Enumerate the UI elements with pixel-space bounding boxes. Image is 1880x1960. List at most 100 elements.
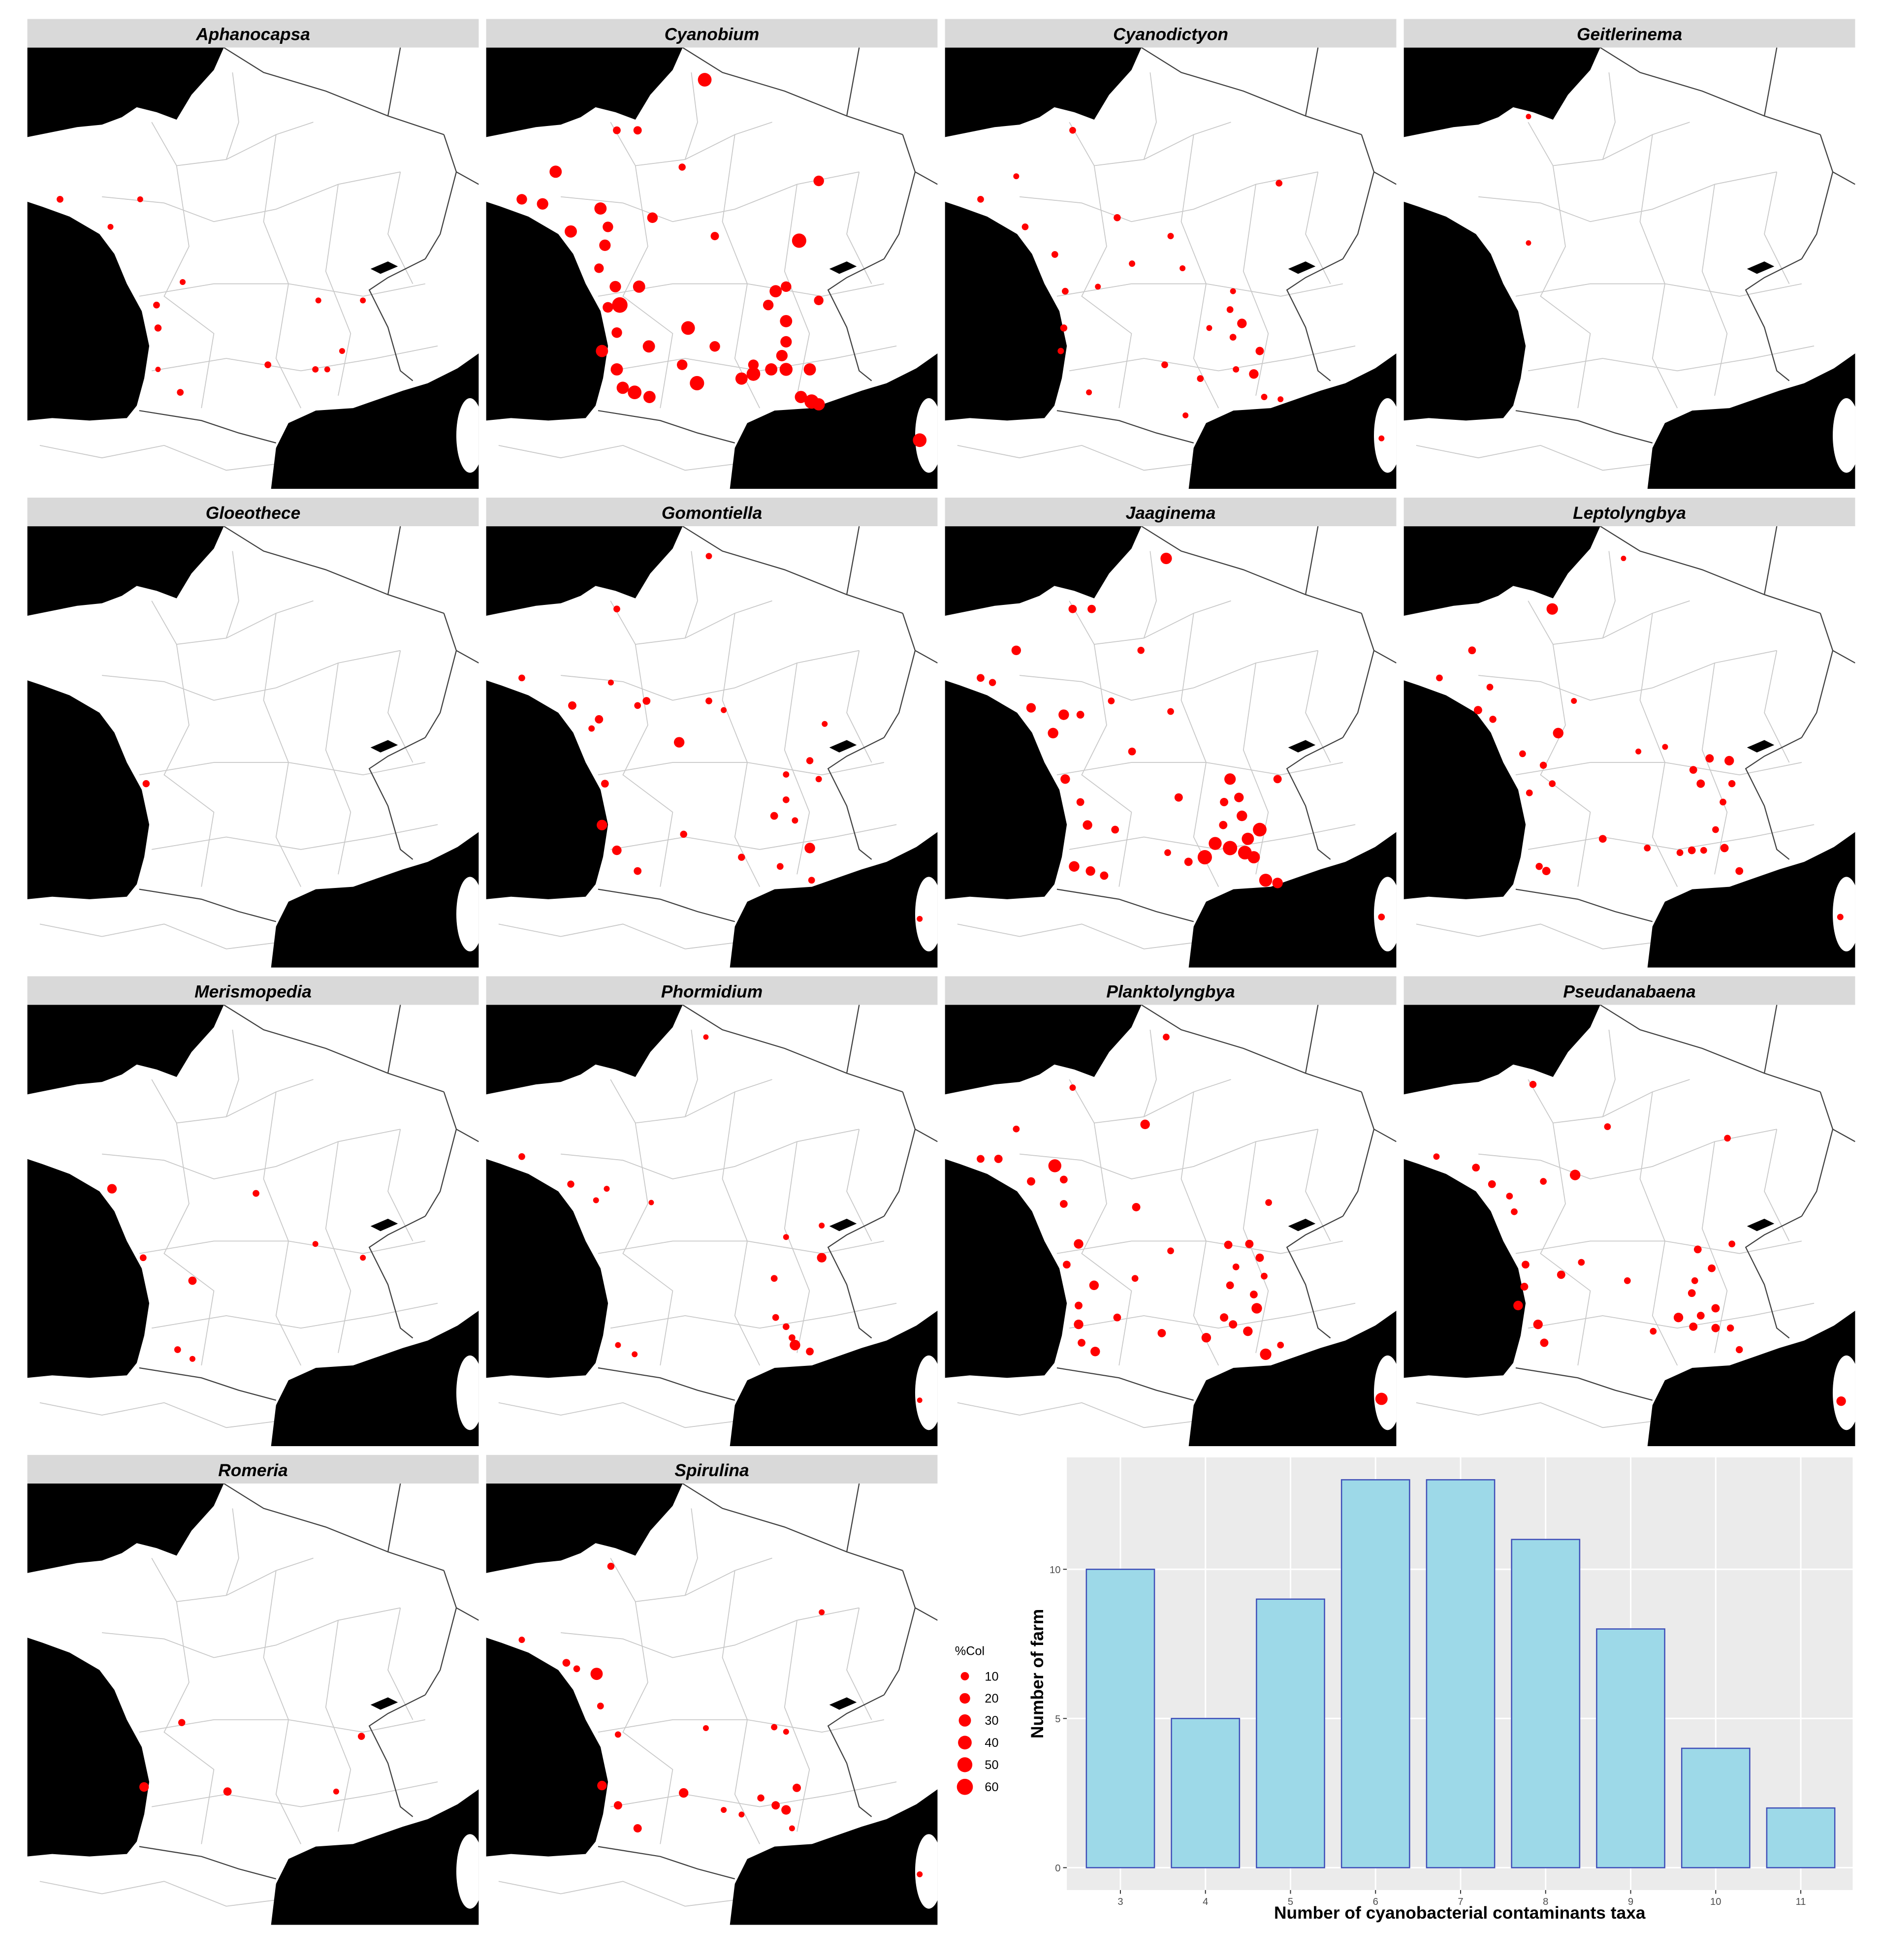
dot bbox=[333, 1788, 339, 1795]
dot bbox=[814, 295, 824, 306]
dot bbox=[1167, 708, 1174, 715]
dot bbox=[1224, 773, 1236, 785]
map-panel: Pseudanabaena bbox=[1403, 976, 1855, 1447]
map-panel: Gomontiella bbox=[486, 497, 938, 968]
dot bbox=[1724, 756, 1734, 766]
dot bbox=[795, 391, 807, 403]
dot bbox=[738, 854, 745, 861]
dot bbox=[357, 1733, 365, 1740]
dot bbox=[1013, 173, 1020, 180]
dot bbox=[1688, 846, 1696, 854]
dot bbox=[1700, 847, 1707, 854]
dot bbox=[188, 1276, 197, 1285]
dot bbox=[180, 279, 186, 285]
dot bbox=[771, 1801, 780, 1810]
dot bbox=[1836, 1396, 1846, 1406]
dot bbox=[1075, 1301, 1083, 1310]
dot bbox=[1026, 703, 1036, 713]
strip bbox=[27, 497, 479, 527]
dot bbox=[1085, 866, 1095, 876]
dot bbox=[1488, 1180, 1496, 1188]
dot bbox=[1089, 1280, 1099, 1290]
dot bbox=[721, 707, 727, 713]
dot bbox=[633, 280, 645, 293]
basemap bbox=[1403, 526, 1855, 968]
dot bbox=[223, 1787, 232, 1796]
dot bbox=[155, 367, 161, 372]
dot bbox=[1063, 1261, 1071, 1269]
map-panel: Leptolyngbya bbox=[1403, 497, 1855, 968]
panel-title: Planktolyngbya bbox=[1106, 982, 1235, 1001]
dot bbox=[264, 361, 272, 368]
dot bbox=[1728, 1240, 1736, 1248]
dot bbox=[594, 202, 607, 215]
dot bbox=[107, 223, 114, 230]
dot bbox=[1251, 1303, 1262, 1314]
dot bbox=[1095, 284, 1101, 290]
dot bbox=[1220, 798, 1229, 806]
dot bbox=[1549, 780, 1556, 788]
dot bbox=[1013, 1125, 1020, 1133]
panel-title: Geitlerinema bbox=[1577, 25, 1682, 44]
dot bbox=[615, 1342, 621, 1348]
dot bbox=[1069, 126, 1076, 134]
dot bbox=[1624, 1277, 1631, 1284]
dot bbox=[913, 433, 927, 447]
dot bbox=[817, 1253, 827, 1263]
dot bbox=[1696, 1312, 1705, 1320]
legend-label: 40 bbox=[985, 1736, 998, 1750]
dot bbox=[1242, 832, 1254, 845]
dot bbox=[735, 372, 748, 385]
dot bbox=[597, 820, 607, 830]
dot bbox=[1598, 835, 1607, 843]
dot bbox=[1078, 1339, 1085, 1347]
dot bbox=[1237, 318, 1247, 328]
dot bbox=[360, 1255, 366, 1261]
bar-chart: 0 5 10 3 4 5 6 7 8 9 10 11 Number of cyanobacterial … bbox=[1028, 1457, 1853, 1923]
map-panel: Cyanodictyon bbox=[945, 19, 1397, 489]
map-panel: Merismopedia bbox=[27, 976, 479, 1447]
dot bbox=[1272, 878, 1283, 888]
dot bbox=[1062, 287, 1069, 295]
dot bbox=[819, 1609, 825, 1615]
basemap bbox=[945, 1005, 1397, 1447]
dot bbox=[1086, 389, 1092, 396]
x-tick-label: 9 bbox=[1628, 1897, 1633, 1907]
map-panel: Aphanocapsa bbox=[27, 19, 479, 489]
legend-label: 50 bbox=[985, 1758, 998, 1772]
dot bbox=[1650, 1328, 1657, 1335]
legend-title: %Col bbox=[955, 1644, 985, 1658]
dot bbox=[977, 1155, 985, 1163]
dot bbox=[1197, 375, 1204, 382]
dot bbox=[1621, 556, 1626, 561]
legend-label: 10 bbox=[985, 1670, 998, 1683]
strip bbox=[1403, 976, 1855, 1005]
strip bbox=[27, 976, 479, 1005]
dot bbox=[1277, 396, 1284, 403]
dot bbox=[1546, 603, 1558, 615]
basemap bbox=[486, 1483, 938, 1925]
dot bbox=[562, 1659, 571, 1667]
dot bbox=[780, 336, 792, 348]
dot bbox=[1724, 1135, 1731, 1142]
dot bbox=[1237, 810, 1247, 822]
dot bbox=[1720, 798, 1726, 806]
dot bbox=[1179, 265, 1186, 271]
dot bbox=[1182, 412, 1189, 418]
dot bbox=[1197, 850, 1212, 865]
dot bbox=[1378, 435, 1385, 442]
dot bbox=[1230, 288, 1236, 294]
dot bbox=[516, 194, 527, 205]
dot bbox=[1068, 604, 1077, 613]
dot bbox=[177, 389, 184, 396]
dot bbox=[1131, 1275, 1139, 1282]
dot bbox=[1074, 1239, 1083, 1249]
dot bbox=[1378, 914, 1385, 920]
legend-key bbox=[958, 1714, 971, 1727]
x-tick-label: 6 bbox=[1373, 1897, 1378, 1907]
dot bbox=[1837, 914, 1844, 920]
dot bbox=[1261, 394, 1268, 400]
panel-title: Cyanobium bbox=[665, 25, 760, 44]
dot bbox=[815, 776, 822, 783]
